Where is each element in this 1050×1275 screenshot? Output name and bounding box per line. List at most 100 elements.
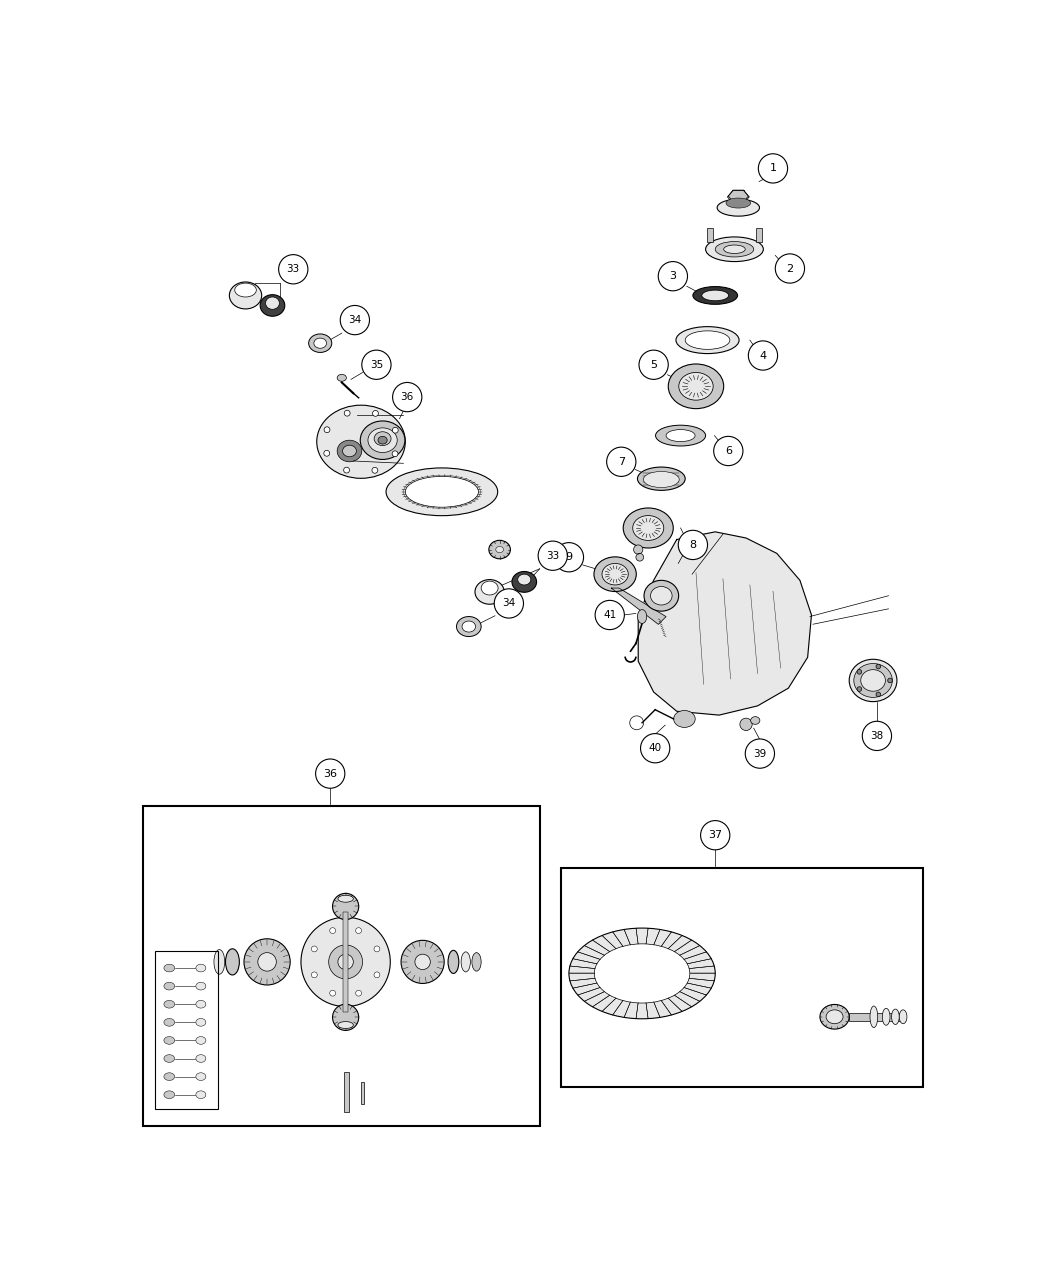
- Ellipse shape: [164, 1037, 174, 1044]
- Circle shape: [876, 664, 881, 669]
- Text: 36: 36: [323, 769, 337, 779]
- Ellipse shape: [496, 547, 504, 552]
- Circle shape: [862, 722, 891, 751]
- Ellipse shape: [637, 609, 647, 623]
- Text: 34: 34: [502, 598, 516, 608]
- Circle shape: [658, 261, 688, 291]
- Ellipse shape: [726, 198, 751, 208]
- Circle shape: [714, 436, 743, 465]
- Ellipse shape: [475, 580, 504, 604]
- Ellipse shape: [882, 1009, 890, 1025]
- Ellipse shape: [196, 1054, 206, 1062]
- Ellipse shape: [706, 237, 763, 261]
- Bar: [561, 867, 923, 1088]
- Circle shape: [374, 946, 380, 952]
- Circle shape: [330, 991, 336, 996]
- Circle shape: [329, 945, 362, 979]
- Text: 39: 39: [753, 748, 766, 759]
- Ellipse shape: [338, 895, 353, 903]
- Ellipse shape: [861, 669, 885, 691]
- Ellipse shape: [266, 297, 279, 310]
- Ellipse shape: [569, 928, 715, 1019]
- Ellipse shape: [461, 952, 470, 972]
- Circle shape: [401, 941, 444, 983]
- Circle shape: [607, 448, 636, 477]
- Ellipse shape: [512, 571, 537, 593]
- Ellipse shape: [260, 295, 285, 316]
- Ellipse shape: [196, 1019, 206, 1026]
- Circle shape: [636, 553, 644, 561]
- Circle shape: [343, 467, 350, 473]
- Circle shape: [301, 917, 391, 1006]
- Ellipse shape: [378, 436, 387, 444]
- Ellipse shape: [715, 241, 754, 258]
- Ellipse shape: [196, 1072, 206, 1080]
- Circle shape: [857, 687, 862, 691]
- Circle shape: [323, 450, 330, 456]
- Circle shape: [740, 718, 752, 731]
- Text: 7: 7: [617, 456, 625, 467]
- Ellipse shape: [338, 1021, 353, 1029]
- Circle shape: [640, 733, 670, 762]
- Circle shape: [876, 692, 881, 696]
- Ellipse shape: [637, 467, 686, 491]
- Text: 41: 41: [603, 609, 616, 620]
- Ellipse shape: [164, 982, 174, 989]
- Ellipse shape: [674, 710, 695, 728]
- Ellipse shape: [723, 245, 746, 254]
- Ellipse shape: [448, 950, 459, 973]
- Ellipse shape: [196, 1091, 206, 1099]
- Ellipse shape: [317, 405, 405, 478]
- Ellipse shape: [457, 617, 481, 636]
- Ellipse shape: [820, 1005, 849, 1029]
- Ellipse shape: [164, 1091, 174, 1099]
- Circle shape: [392, 451, 398, 456]
- Circle shape: [374, 972, 380, 978]
- Text: 40: 40: [649, 743, 662, 754]
- Text: 5: 5: [650, 360, 657, 370]
- Ellipse shape: [602, 564, 628, 585]
- Ellipse shape: [164, 1072, 174, 1080]
- Ellipse shape: [337, 440, 362, 462]
- Ellipse shape: [164, 1019, 174, 1026]
- Text: 8: 8: [690, 539, 696, 550]
- Ellipse shape: [678, 372, 713, 400]
- Text: 6: 6: [724, 446, 732, 456]
- Ellipse shape: [386, 468, 498, 515]
- Ellipse shape: [196, 982, 206, 989]
- Ellipse shape: [342, 445, 356, 456]
- Circle shape: [595, 601, 625, 630]
- Ellipse shape: [368, 428, 397, 453]
- Bar: [154, 951, 217, 1108]
- Circle shape: [700, 821, 730, 850]
- Circle shape: [356, 928, 361, 933]
- Circle shape: [393, 382, 422, 412]
- Ellipse shape: [717, 199, 759, 217]
- Circle shape: [333, 894, 359, 919]
- Ellipse shape: [214, 950, 225, 974]
- Circle shape: [340, 306, 370, 335]
- Ellipse shape: [374, 432, 391, 445]
- Ellipse shape: [196, 964, 206, 972]
- Circle shape: [362, 351, 391, 380]
- Ellipse shape: [633, 515, 664, 541]
- Circle shape: [495, 589, 524, 618]
- Circle shape: [324, 427, 330, 432]
- Text: 9: 9: [565, 552, 572, 562]
- Circle shape: [415, 954, 430, 969]
- Bar: [343, 912, 349, 1012]
- Ellipse shape: [360, 421, 405, 459]
- Ellipse shape: [891, 1009, 899, 1025]
- Circle shape: [312, 972, 317, 978]
- Ellipse shape: [651, 586, 672, 606]
- Ellipse shape: [666, 430, 695, 441]
- Ellipse shape: [337, 375, 346, 381]
- Circle shape: [539, 541, 567, 570]
- Ellipse shape: [462, 621, 476, 632]
- Ellipse shape: [471, 952, 481, 972]
- Circle shape: [372, 468, 378, 473]
- Text: 35: 35: [370, 360, 383, 370]
- Ellipse shape: [655, 425, 706, 446]
- Ellipse shape: [854, 663, 892, 697]
- Circle shape: [312, 946, 317, 952]
